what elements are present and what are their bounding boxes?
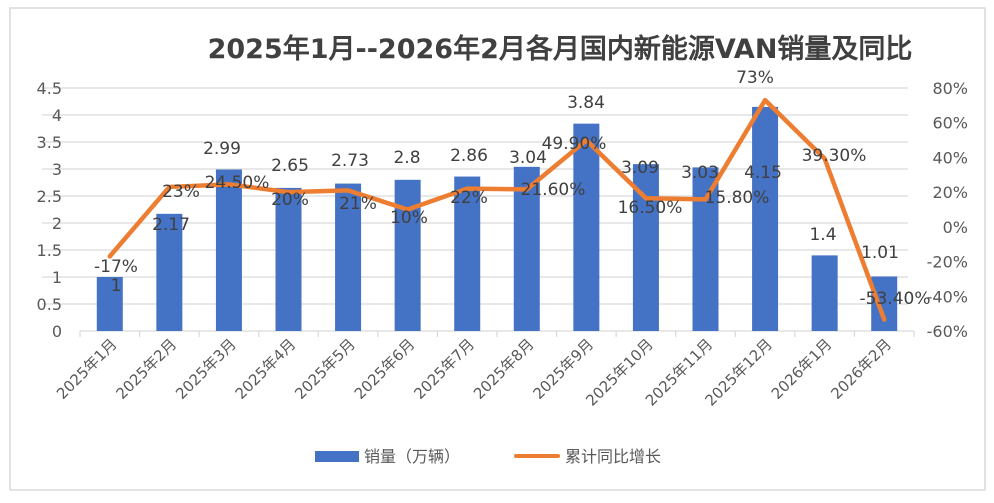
bar xyxy=(216,170,242,331)
legend-line-label: 累计同比增长 xyxy=(565,447,661,466)
line-data-label: 73% xyxy=(736,68,774,88)
legend-bar-swatch xyxy=(315,451,359,462)
line-data-label: -53.40% xyxy=(860,289,931,309)
line-data-label: 21% xyxy=(339,194,377,214)
y-left-tick-label: 0.5 xyxy=(37,295,62,314)
y-right-tick-label: 40% xyxy=(932,148,968,167)
bar xyxy=(752,107,778,331)
line-data-label: 23% xyxy=(162,182,200,202)
bar-data-label: 1.4 xyxy=(809,225,836,245)
line-data-label: 22% xyxy=(450,188,488,208)
bar-data-label: 4.15 xyxy=(744,163,782,183)
bar-data-label: 2.73 xyxy=(331,151,369,171)
y-right-tick-label: -60% xyxy=(927,322,968,341)
line-data-label: 49.90% xyxy=(542,134,607,154)
line-data-label: 15.80% xyxy=(705,188,770,208)
bar-data-label: 3.03 xyxy=(681,163,719,183)
bar xyxy=(395,180,421,331)
y-left-tick-label: 4.5 xyxy=(37,79,62,98)
y-left-tick-label: 4 xyxy=(52,106,62,125)
chart-title: 2025年1月--2026年2月各月国内新能源VAN销量及同比 xyxy=(208,33,913,65)
y-right-tick-label: -40% xyxy=(927,287,968,306)
line-data-label: -17% xyxy=(94,257,138,277)
bar-data-label: 2.86 xyxy=(450,146,488,166)
y-left-tick-label: 3 xyxy=(52,160,62,179)
line-data-label: 24.50% xyxy=(205,173,270,193)
bar xyxy=(573,124,599,331)
y-right-tick-label: 0% xyxy=(943,218,968,237)
line-data-label: 16.50% xyxy=(618,198,683,218)
y-left-tick-label: 1 xyxy=(52,268,62,287)
y-right-tick-label: 60% xyxy=(932,114,968,133)
chart-border xyxy=(10,8,985,490)
line-data-label: 39.30% xyxy=(802,146,867,166)
y-left-tick-label: 3.5 xyxy=(37,133,62,152)
line-data-label: 21.60% xyxy=(521,180,586,200)
line-data-label: 20% xyxy=(271,190,309,210)
bar-data-label: 1 xyxy=(111,276,122,296)
bar-data-label: 3.84 xyxy=(567,93,605,113)
bar xyxy=(812,255,838,331)
y-right-tick-label: -20% xyxy=(927,253,968,272)
y-right-tick-label: 20% xyxy=(932,183,968,202)
bar-data-label: 1.01 xyxy=(861,243,899,263)
legend-bar-label: 销量（万辆） xyxy=(364,447,460,466)
y-left-tick-label: 2.5 xyxy=(37,187,62,206)
bar-data-label: 2.17 xyxy=(152,215,190,235)
bar-data-label: 2.65 xyxy=(271,156,309,176)
y-right-tick-label: 80% xyxy=(932,79,968,98)
y-left-tick-label: 1.5 xyxy=(37,241,62,260)
y-left-tick-label: 0 xyxy=(52,322,62,341)
bar-data-label: 3.09 xyxy=(621,158,659,178)
bar-data-label: 2.8 xyxy=(393,148,420,168)
line-data-label: 10% xyxy=(390,208,428,228)
bar-data-label: 2.99 xyxy=(203,139,241,159)
y-left-tick-label: 2 xyxy=(52,214,62,233)
